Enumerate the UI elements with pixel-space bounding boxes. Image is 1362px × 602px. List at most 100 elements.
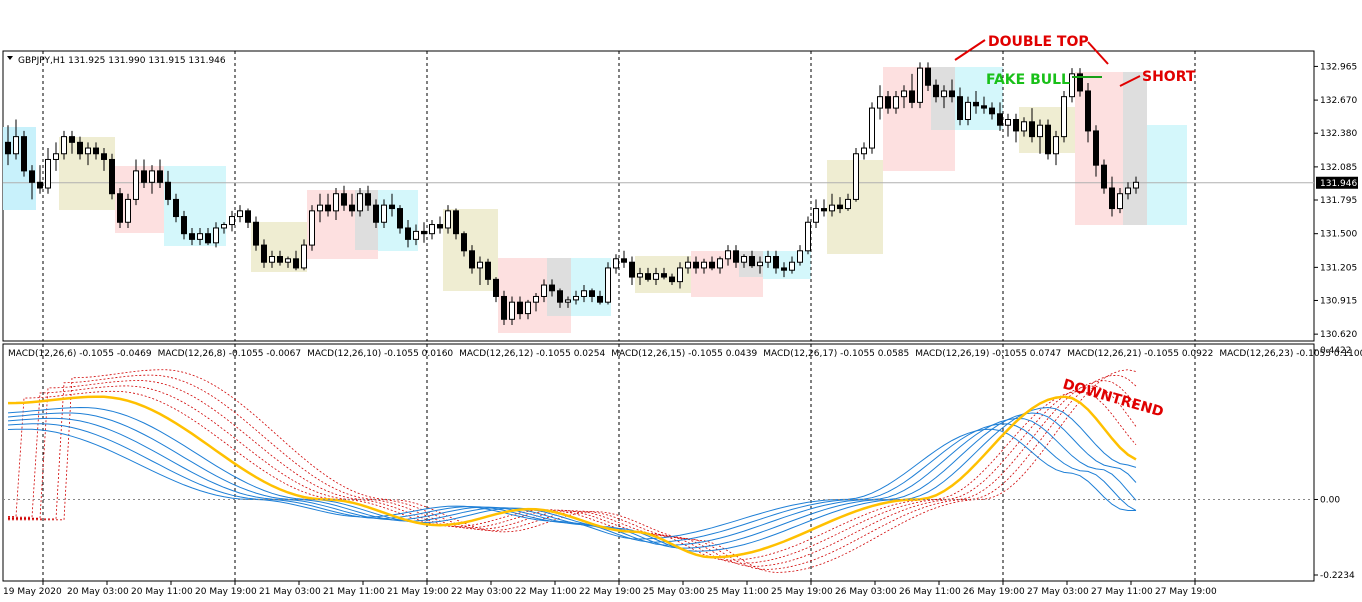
candle-bull [309, 210, 315, 246]
price-tick-label: 130.620 [1320, 330, 1357, 340]
double-top-marker-right [1087, 41, 1109, 65]
candle-bull [1005, 119, 1011, 126]
candle-bear [821, 208, 827, 212]
zone [571, 258, 611, 316]
highlight-zones [3, 67, 1187, 333]
price-tick-label: 132.965 [1320, 62, 1357, 72]
candle-bull [197, 233, 203, 240]
candle-bull [941, 90, 947, 98]
candle-bull [445, 210, 451, 229]
macd-header-item: MACD(12,26,19) -0.1055 0.0747 [915, 349, 1061, 359]
candle-bull [917, 67, 923, 103]
candle-bear [597, 295, 603, 303]
zone [763, 251, 811, 279]
candle-bear [453, 210, 459, 235]
time-tick-label: 20 May 03:00 [67, 587, 129, 597]
candle-bull [701, 261, 707, 269]
candles [5, 62, 1139, 326]
macd-lines [7, 369, 1137, 573]
time-tick-label: 21 May 11:00 [323, 587, 385, 597]
candle-bull [133, 170, 139, 200]
candle-bull [301, 244, 307, 269]
time-tick-label: 19 May 2020 [3, 587, 62, 597]
annotation-double-top: DOUBLE TOP [988, 34, 1089, 50]
candle-bull [829, 204, 835, 212]
candle-bull [805, 221, 811, 252]
candle-bear [437, 224, 443, 229]
candle-bear [837, 204, 843, 210]
candle-bull [221, 224, 227, 229]
current-price-tag [1316, 176, 1358, 189]
candle-bull [149, 170, 155, 183]
macd-header-item: MACD(12,26,10) -0.1055 0.0160 [307, 349, 453, 359]
candle-bear [517, 301, 523, 315]
macd-tick-label: 0.00 [1320, 495, 1340, 505]
candle-bull [509, 301, 515, 320]
candle-bull [685, 261, 691, 269]
candle-bear [405, 227, 411, 240]
candle-bull [269, 256, 275, 263]
double-top-marker [954, 39, 986, 61]
macd-tick-label: -0.2234 [1320, 571, 1355, 581]
short-marker [1119, 75, 1141, 87]
candle-bear [261, 244, 267, 263]
candle-bull [533, 295, 539, 303]
candle-bear [37, 181, 43, 189]
candle-bear [645, 273, 651, 280]
annotation-short: SHORT [1142, 69, 1196, 85]
macd-header-item: MACD(12,26,21) -0.1055 0.0922 [1067, 349, 1213, 359]
price-tick-label: 130.915 [1320, 296, 1357, 306]
candle-bull [1125, 187, 1131, 195]
candle-bull [229, 216, 235, 226]
dropdown-triangle-icon[interactable] [7, 56, 13, 60]
time-axis: 19 May 2020 20 May 03:00 20 May 11:00 20 Ma… [3, 581, 1217, 597]
candle-bull [853, 153, 859, 200]
macd-main-line [7, 395, 1137, 559]
candle-bear [773, 256, 779, 269]
candle-bull [125, 198, 131, 223]
time-tick-label: 27 May 11:00 [1091, 587, 1153, 597]
candle-bear [397, 208, 403, 229]
price-tick-label: 132.670 [1320, 96, 1357, 106]
candle-bear [749, 256, 755, 267]
zone [931, 67, 955, 130]
candle-bear [29, 170, 35, 183]
macd-signal-fast-12 [8, 374, 1137, 570]
candle-bull [813, 208, 819, 223]
candle-bull [613, 258, 619, 269]
candle-bear [117, 193, 123, 223]
candle-bull [901, 90, 907, 98]
time-tick-label: 20 May 19:00 [195, 587, 257, 597]
candle-bull [637, 273, 643, 278]
price-tick-label: 131.500 [1320, 230, 1357, 240]
time-tick-label: 26 May 19:00 [963, 587, 1025, 597]
time-tick-label: 22 May 19:00 [579, 587, 641, 597]
candle-bull [1037, 124, 1043, 138]
price-tick-label: 132.085 [1320, 163, 1357, 173]
candle-bull [845, 198, 851, 210]
candle-bull [213, 227, 219, 244]
candle-bull [861, 147, 867, 155]
candle-bear [341, 193, 347, 206]
candle-bear [549, 284, 555, 292]
candle-bear [501, 295, 507, 320]
candle-bull [1069, 73, 1075, 98]
candle-bear [365, 193, 371, 206]
candle-bull [717, 258, 723, 269]
candle-bear [21, 136, 27, 172]
candle-bull [581, 290, 587, 297]
candle-bull [13, 136, 19, 155]
candle-bear [421, 230, 427, 235]
candle-bear [325, 204, 331, 212]
annotation-fake-bull: FAKE BULL [986, 72, 1070, 88]
price-axis: 132.965 132.670 132.380 132.085 131.795 131.5… [1314, 62, 1357, 340]
macd-signal-slow-19 [7, 417, 1137, 546]
candle-bear [101, 153, 107, 160]
candle-bull [605, 267, 611, 303]
candle-bear [781, 267, 787, 271]
candle-bear [277, 256, 283, 263]
zone [115, 166, 165, 233]
candle-bull [357, 193, 363, 212]
candle-bear [245, 210, 251, 223]
